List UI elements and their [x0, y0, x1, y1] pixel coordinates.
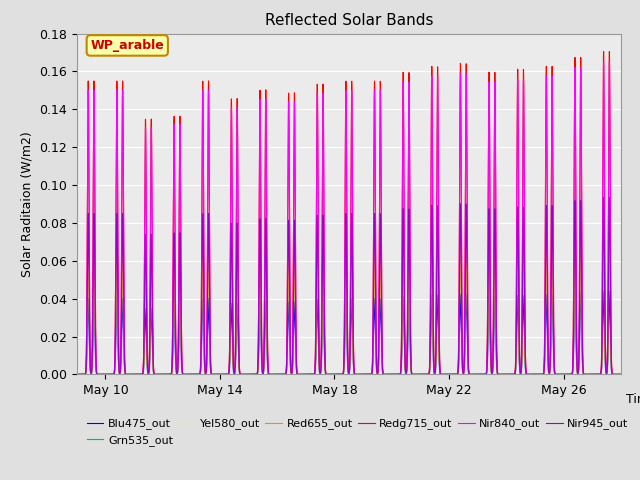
Redg715_out	[330, 372, 337, 377]
Red655_out	[563, 372, 570, 377]
Yel580_out	[245, 372, 253, 377]
Nir840_out	[220, 372, 227, 377]
Nir945_out	[330, 372, 337, 377]
Yel580_out	[617, 372, 625, 377]
Legend: Blu475_out, Grn535_out, Yel580_out, Red655_out, Redg715_out, Nir840_out, Nir945_: Blu475_out, Grn535_out, Yel580_out, Red6…	[83, 414, 633, 450]
Blu475_out	[335, 372, 342, 377]
Nir945_out	[563, 372, 570, 377]
Redg715_out	[600, 49, 607, 55]
Nir945_out	[73, 372, 81, 377]
Grn535_out	[220, 372, 227, 377]
Grn535_out	[335, 372, 342, 377]
Line: Redg715_out: Redg715_out	[77, 52, 621, 374]
Grn535_out	[245, 372, 253, 377]
Nir840_out	[73, 372, 81, 377]
Redg715_out	[335, 372, 342, 377]
Y-axis label: Solar Raditaion (W/m2): Solar Raditaion (W/m2)	[20, 131, 33, 277]
Nir840_out	[330, 372, 337, 377]
Redg715_out	[220, 372, 227, 377]
Nir840_out	[202, 370, 210, 376]
Line: Nir945_out: Nir945_out	[77, 197, 621, 374]
Blu475_out	[617, 372, 625, 377]
Blu475_out	[202, 371, 210, 377]
Line: Red655_out: Red655_out	[77, 208, 621, 374]
Grn535_out	[617, 372, 625, 377]
Yel580_out	[220, 372, 227, 377]
Redg715_out	[202, 370, 210, 376]
Nir945_out	[617, 372, 625, 377]
Title: Reflected Solar Bands: Reflected Solar Bands	[264, 13, 433, 28]
Nir945_out	[600, 194, 607, 200]
Nir945_out	[220, 372, 227, 377]
Nir840_out	[600, 59, 607, 65]
Grn535_out	[563, 372, 570, 377]
Redg715_out	[617, 372, 625, 377]
Red655_out	[617, 372, 625, 377]
Yel580_out	[330, 372, 337, 377]
Grn535_out	[73, 372, 81, 377]
Nir840_out	[563, 372, 570, 377]
Red655_out	[245, 372, 253, 377]
Nir945_out	[202, 371, 210, 376]
Nir945_out	[335, 372, 342, 377]
Text: Time: Time	[626, 393, 640, 406]
Text: WP_arable: WP_arable	[90, 39, 164, 52]
Grn535_out	[600, 236, 607, 242]
Nir945_out	[245, 372, 253, 377]
Blu475_out	[563, 372, 570, 377]
Red655_out	[202, 371, 210, 376]
Red655_out	[73, 372, 81, 377]
Yel580_out	[563, 372, 570, 377]
Red655_out	[335, 372, 342, 377]
Redg715_out	[563, 372, 570, 377]
Blu475_out	[330, 372, 337, 377]
Blu475_out	[73, 372, 81, 377]
Red655_out	[600, 205, 607, 211]
Yel580_out	[600, 226, 607, 231]
Blu475_out	[600, 288, 607, 294]
Nir840_out	[245, 372, 253, 377]
Blu475_out	[220, 372, 227, 377]
Redg715_out	[245, 372, 253, 377]
Grn535_out	[330, 372, 337, 377]
Red655_out	[220, 372, 227, 377]
Yel580_out	[73, 372, 81, 377]
Line: Yel580_out: Yel580_out	[77, 228, 621, 374]
Line: Blu475_out: Blu475_out	[77, 291, 621, 374]
Blu475_out	[245, 372, 253, 377]
Nir840_out	[335, 372, 342, 377]
Line: Nir840_out: Nir840_out	[77, 62, 621, 374]
Redg715_out	[73, 372, 81, 377]
Yel580_out	[335, 372, 342, 377]
Grn535_out	[202, 371, 210, 377]
Red655_out	[330, 372, 337, 377]
Line: Grn535_out: Grn535_out	[77, 239, 621, 374]
Yel580_out	[202, 371, 210, 377]
Nir840_out	[617, 372, 625, 377]
